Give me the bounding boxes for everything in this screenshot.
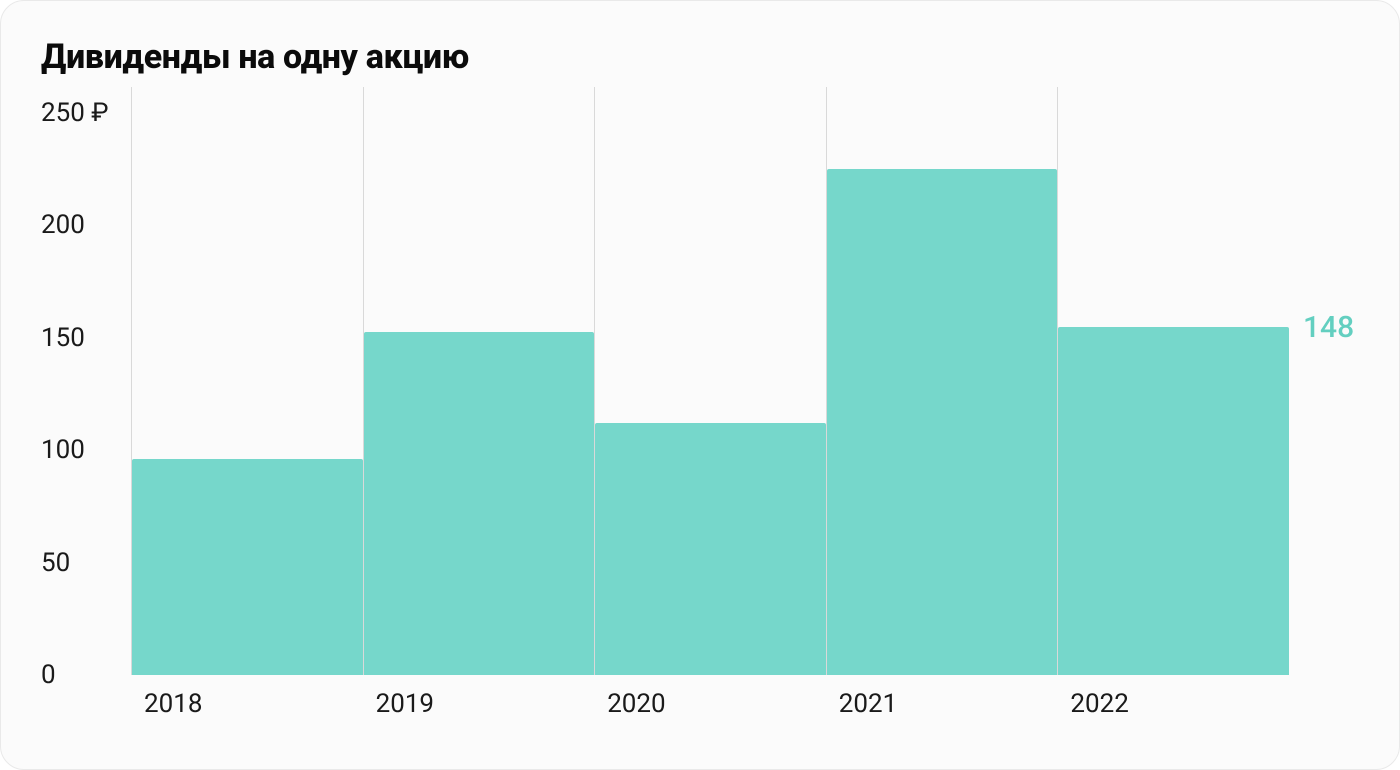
last-bar-value-label: 148 [1303, 310, 1354, 345]
x-tick-label: 2018 [144, 689, 202, 719]
bar-group: 2018 [131, 87, 363, 675]
x-tick-label: 2022 [1070, 689, 1128, 719]
chart-title: Дивиденды на одну акцию [41, 37, 1359, 77]
bar-group: 2019 [363, 87, 595, 675]
x-tick-label: 2020 [607, 689, 665, 719]
chart-card: Дивиденды на одну акцию 250 ₽ 200 150 100 50… [0, 0, 1400, 770]
chart-area: 250 ₽200150100500 20182019202020212022 1… [41, 87, 1359, 731]
x-tick-label: 2019 [376, 689, 434, 719]
x-tick-label: 2021 [839, 689, 897, 719]
bar [132, 459, 363, 675]
bar [827, 169, 1058, 675]
y-tick-label: 150 [41, 325, 131, 351]
y-tick-label: 200 [41, 212, 131, 238]
y-tick-label: 50 [41, 550, 131, 576]
bar-group: 2021 [826, 87, 1058, 675]
bar [364, 332, 595, 675]
plot-area: 20182019202020212022 [131, 87, 1289, 675]
y-tick-label: 0 [41, 662, 131, 688]
bar-group: 2020 [594, 87, 826, 675]
y-axis: 250 ₽200150100500 [41, 87, 131, 675]
bar [1058, 327, 1289, 675]
bar [595, 423, 826, 675]
bar-group: 2022 [1057, 87, 1289, 675]
y-tick-label: 100 [41, 437, 131, 463]
y-tick-label: 250 ₽ [41, 100, 131, 126]
